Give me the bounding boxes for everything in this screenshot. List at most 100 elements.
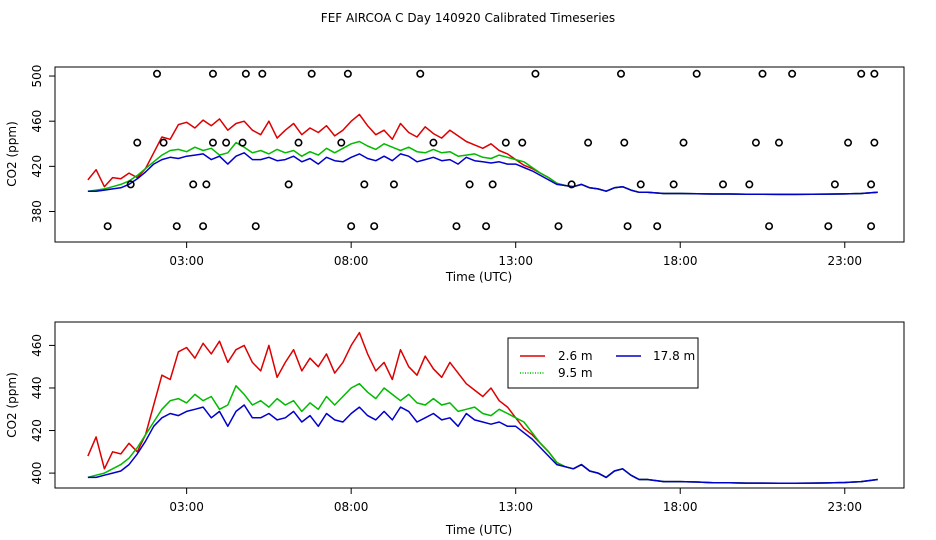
sample-point: [222, 138, 231, 147]
sample-point: [294, 138, 303, 147]
bottom-y-axis-label: CO2 (ppm): [5, 372, 19, 438]
sample-point: [172, 222, 181, 231]
sample-point: [501, 138, 510, 147]
sample-point: [452, 222, 461, 231]
legend-label-17-8m: 17.8 m: [653, 349, 695, 363]
sample-point: [857, 69, 866, 78]
sample-point: [159, 138, 168, 147]
chart-title: FEF AIRCOA C Day 140920 Calibrated Times…: [321, 11, 615, 25]
sample-point: [258, 69, 267, 78]
sample-point: [208, 69, 217, 78]
sample-point: [343, 69, 352, 78]
sample-point: [653, 222, 662, 231]
sample-point: [554, 222, 563, 231]
top-axes: 03:00 08:00 13:00 18:00 23:00 380 420 460 500: [30, 65, 862, 268]
bottom-x-tick-label: 03:00: [169, 500, 204, 514]
sample-point: [429, 138, 438, 147]
legend-label-2-6m: 2.6 m: [558, 349, 593, 363]
sample-point: [208, 138, 217, 147]
top-x-tick-label: 23:00: [827, 254, 862, 268]
sample-point: [370, 222, 379, 231]
sample-point: [153, 69, 162, 78]
sample-point: [870, 138, 879, 147]
sample-point: [567, 180, 576, 189]
sample-point: [616, 69, 625, 78]
sample-point: [133, 138, 142, 147]
bottom-x-tick-label: 18:00: [663, 500, 698, 514]
top-x-tick-label: 08:00: [334, 254, 369, 268]
top-plot-frame: [54, 66, 905, 243]
sample-point: [202, 180, 211, 189]
bottom-x-tick-label: 13:00: [498, 500, 533, 514]
sample-point: [824, 222, 833, 231]
sample-point: [679, 138, 688, 147]
sample-point: [844, 138, 853, 147]
sample-point: [307, 69, 316, 78]
sample-point: [531, 69, 540, 78]
legend-box: [507, 337, 699, 389]
sample-point: [584, 138, 593, 147]
sample-point: [518, 138, 527, 147]
legend-label-9-5m: 9.5 m: [558, 366, 593, 380]
sample-point: [103, 222, 112, 231]
top-series-group: [87, 113, 878, 196]
sample-point: [623, 222, 632, 231]
sample-point: [189, 180, 198, 189]
bottom-plot-frame: [54, 321, 905, 489]
sample-point: [620, 138, 629, 147]
sample-point: [636, 180, 645, 189]
bottom-series-line-9-5-m: [87, 382, 878, 485]
sample-point: [830, 180, 839, 189]
top-x-tick-label: 13:00: [498, 254, 533, 268]
sample-point: [765, 222, 774, 231]
top-series-line-2-6-m: [87, 113, 878, 196]
sample-point: [199, 222, 208, 231]
sample-point: [416, 69, 425, 78]
sample-point: [788, 69, 797, 78]
top-y-axis-label: CO2 (ppm): [5, 121, 19, 187]
sample-point: [251, 222, 260, 231]
sample-point: [241, 69, 250, 78]
sample-point: [337, 138, 346, 147]
top-sample-points: [103, 69, 879, 231]
sample-point: [745, 180, 754, 189]
sample-point: [758, 69, 767, 78]
sample-point: [126, 180, 135, 189]
top-y-tick-label: 380: [30, 200, 44, 223]
sample-point: [719, 180, 728, 189]
bottom-x-tick-label: 08:00: [334, 500, 369, 514]
sample-point: [867, 180, 876, 189]
top-x-tick-label: 18:00: [663, 254, 698, 268]
top-y-tick-label: 460: [30, 110, 44, 133]
sample-point: [482, 222, 491, 231]
sample-point: [751, 138, 760, 147]
sample-point: [238, 138, 247, 147]
bottom-y-tick-label: 420: [30, 419, 44, 442]
bottom-axes: 03:00 08:00 13:00 18:00 23:00 400 420 440 460: [30, 334, 862, 514]
bottom-y-tick-label: 460: [30, 334, 44, 357]
sample-point: [692, 69, 701, 78]
bottom-series-line-17-8-m: [87, 404, 878, 485]
bottom-y-tick-label: 440: [30, 377, 44, 400]
sample-point: [488, 180, 497, 189]
sample-point: [360, 180, 369, 189]
sample-point: [347, 222, 356, 231]
sample-point: [774, 138, 783, 147]
legend: 2.6 m 9.5 m 17.8 m: [507, 337, 699, 389]
sample-point: [867, 222, 876, 231]
top-y-tick-label: 500: [30, 65, 44, 88]
bottom-series-group: [87, 331, 878, 485]
bottom-x-axis-label: Time (UTC): [445, 523, 512, 537]
top-x-tick-label: 03:00: [169, 254, 204, 268]
sample-point: [870, 69, 879, 78]
sample-point: [284, 180, 293, 189]
sample-point: [669, 180, 678, 189]
sample-point: [389, 180, 398, 189]
sample-point: [465, 180, 474, 189]
top-x-axis-label: Time (UTC): [445, 270, 512, 284]
top-y-tick-label: 420: [30, 155, 44, 178]
top-series-line-17-8-m: [87, 152, 878, 196]
bottom-y-tick-label: 400: [30, 462, 44, 485]
top-series-line-9-5-m: [87, 140, 878, 196]
